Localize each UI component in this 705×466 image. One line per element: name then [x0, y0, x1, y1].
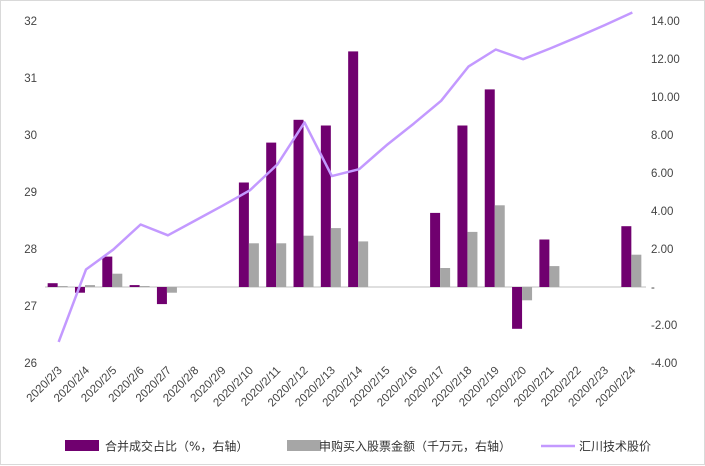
bar-amount-2020/2/5 — [112, 273, 123, 287]
left-tick-label: 32 — [24, 16, 37, 28]
bar-share-2020/2/10 — [238, 182, 249, 287]
bar-share-2020/2/11 — [266, 142, 277, 287]
bar-share-2020/2/21 — [539, 239, 550, 287]
legend-label-2: 汇川技术股价 — [579, 440, 651, 454]
bar-amount-2020/2/18 — [467, 231, 478, 287]
right-tick-label: 8.00 — [651, 130, 673, 142]
bars-layer — [47, 51, 642, 329]
bar-share-2020/2/4 — [74, 287, 85, 293]
bar-amount-2020/2/10 — [248, 243, 259, 287]
bar-share-2020/2/17 — [430, 212, 441, 287]
bar-share-2020/2/19 — [484, 89, 495, 288]
legend-swatch-0 — [65, 440, 99, 451]
bar-amount-2020/2/3 — [57, 286, 68, 288]
right-tick-label: -4.00 — [651, 358, 677, 370]
x-axis: 2020/2/32020/2/42020/2/52020/2/62020/2/7… — [25, 364, 639, 409]
bar-share-2020/2/3 — [47, 283, 58, 287]
bar-amount-2020/2/20 — [522, 287, 533, 301]
bar-share-2020/2/14 — [348, 51, 359, 288]
bar-amount-2020/2/17 — [440, 268, 451, 287]
bar-amount-2020/2/21 — [549, 266, 560, 287]
bar-amount-2020/2/14 — [358, 241, 369, 287]
bar-share-2020/2/18 — [457, 125, 468, 287]
right-axis: -4.00-2.00-2.004.006.008.0010.0012.0014.… — [651, 16, 680, 370]
right-tick-label: -2.00 — [651, 320, 677, 332]
bar-amount-2020/2/4 — [84, 285, 95, 287]
bar-share-2020/2/12 — [293, 119, 304, 287]
right-tick-label: 10.00 — [651, 92, 680, 104]
line-layer — [57, 11, 633, 343]
right-tick-label: 6.00 — [651, 168, 673, 180]
legend-label-1: 申购买入股票金额（千万元，右轴） — [319, 439, 511, 454]
bar-amount-2020/2/13 — [330, 228, 341, 287]
left-tick-label: 29 — [24, 187, 37, 199]
line-stock-price — [57, 11, 633, 343]
left-tick-label: 27 — [24, 301, 37, 313]
bar-amount-2020/2/12 — [303, 235, 314, 287]
left-tick-label: 31 — [24, 73, 37, 85]
right-tick-label: 4.00 — [651, 206, 673, 218]
right-tick-label: 2.00 — [651, 244, 673, 256]
right-tick-label: - — [651, 282, 655, 294]
right-tick-label: 12.00 — [651, 54, 680, 66]
bar-amount-2020/2/24 — [631, 254, 642, 287]
bar-amount-2020/2/6 — [139, 286, 150, 288]
left-tick-label: 28 — [24, 244, 37, 256]
bar-share-2020/2/24 — [621, 226, 632, 287]
bar-share-2020/2/6 — [129, 285, 140, 287]
left-axis: 26 27 28 29 30 31 32 — [24, 16, 37, 370]
legend: 合并成交占比（%，右轴） 申购买入股票金额（千万元，右轴） 汇川技术股价 — [65, 439, 651, 454]
bar-amount-2020/2/19 — [494, 205, 505, 287]
left-tick-label: 30 — [24, 130, 37, 142]
bar-share-2020/2/13 — [320, 125, 331, 287]
right-tick-label: 14.00 — [651, 16, 680, 28]
bar-amount-2020/2/11 — [276, 243, 287, 287]
left-tick-label: 26 — [24, 358, 37, 370]
legend-swatch-1 — [287, 440, 321, 451]
bar-amount-2020/2/7 — [166, 287, 177, 293]
legend-label-0: 合并成交占比（%，右轴） — [105, 439, 248, 454]
bar-share-2020/2/20 — [512, 287, 523, 329]
bar-share-2020/2/5 — [102, 256, 113, 287]
bar-share-2020/2/7 — [156, 287, 167, 305]
